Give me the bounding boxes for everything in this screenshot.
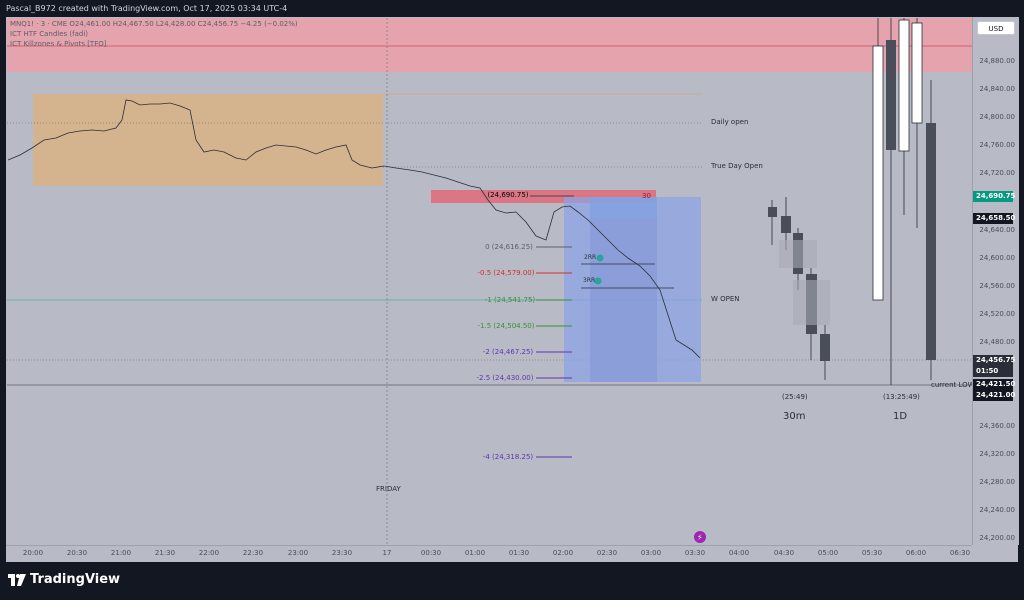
- friday-label: FRIDAY: [376, 485, 401, 493]
- chart-legend: MNQ1! · 3 · CME O24,461.00 H24,467.50 L2…: [10, 19, 298, 49]
- price-tick: 24,840.00: [979, 85, 1015, 93]
- label-1d: 1D: [893, 411, 908, 422]
- price-tick: 24,240.00: [979, 506, 1015, 514]
- w-open-label: W OPEN: [711, 295, 740, 303]
- price-tag-fvg-high: 24,690.75: [973, 191, 1015, 202]
- price-tag-low: 24,421.50: [973, 379, 1015, 390]
- header-caption: Pascal_B972 created with TradingView.com…: [6, 4, 288, 13]
- time-tick: 21:30: [154, 549, 176, 557]
- rr3-label: 3RR: [583, 277, 596, 284]
- time-axis[interactable]: 20:00 20:30 21:00 21:30 22:00 22:30 23:0…: [6, 545, 972, 563]
- fib-label-neg15: -1.5 (24,504.50): [477, 322, 535, 330]
- fib-label-neg2: -2 (24,467.25): [482, 348, 534, 356]
- premium-zone: [7, 18, 972, 72]
- price-tick: 24,800.00: [979, 113, 1015, 121]
- time-tick: 23:00: [287, 549, 309, 557]
- bar-countdown: 01:50: [973, 366, 1013, 377]
- legend-indicator-htf[interactable]: ICT HTF Candles (fadi): [10, 30, 89, 38]
- price-tag-level: 24,658.50: [973, 213, 1015, 224]
- price-tick: 24,640.00: [979, 226, 1015, 234]
- price-tick: 24,280.00: [979, 478, 1015, 486]
- current-low-label: current LOW: [931, 381, 975, 389]
- price-tick: 24,880.00: [979, 57, 1015, 65]
- fib-label-neg05: -0.5 (24,579.00): [477, 269, 535, 277]
- htf-30m-candles: [768, 197, 830, 380]
- label-30m: 30m: [783, 411, 806, 422]
- asia-session-box: [33, 94, 383, 186]
- tradingview-logo[interactable]: TradingView: [8, 572, 120, 587]
- time-tick: 20:30: [66, 549, 88, 557]
- price-axis[interactable]: 24,880.00 24,840.00 24,800.00 24,760.00 …: [972, 17, 1019, 545]
- candles-3m: [7, 99, 701, 359]
- tradingview-logo-icon: [8, 573, 26, 586]
- fvg-number: 30: [642, 192, 651, 200]
- time-tick: 01:30: [508, 549, 530, 557]
- time-tick: 23:30: [331, 549, 353, 557]
- time-tick: 21:00: [110, 549, 132, 557]
- svg-text:⚡: ⚡: [697, 533, 703, 542]
- time-tick: 05:30: [861, 549, 883, 557]
- fib-label-neg25: -2.5 (24,430.00): [476, 374, 534, 382]
- price-tick: 24,200.00: [979, 534, 1015, 542]
- true-day-open-label: True Day Open: [711, 162, 763, 170]
- price-tick: 24,520.00: [979, 310, 1015, 318]
- fib-label-0: 0 (24,616.25): [485, 243, 533, 251]
- time-tick: 05:00: [817, 549, 839, 557]
- legend-indicator-killzones[interactable]: ICT Killzones & Pivots [TFO]: [10, 40, 107, 48]
- time-tick: 00:30: [420, 549, 442, 557]
- price-tick: 24,720.00: [979, 169, 1015, 177]
- price-tick: 24,360.00: [979, 422, 1015, 430]
- time-tick: 02:00: [552, 549, 574, 557]
- rr2-label: 2RR: [584, 254, 597, 261]
- top-bar: Pascal_B972 created with TradingView.com…: [0, 0, 1024, 17]
- footer-bar: [0, 562, 1024, 600]
- time-tick: 06:30: [949, 549, 971, 557]
- timer-1d: (13:25:49): [883, 393, 920, 401]
- time-tick: 22:30: [242, 549, 264, 557]
- price-tick: 24,600.00: [979, 254, 1015, 262]
- brand-name: TradingView: [30, 572, 121, 587]
- time-tick: 04:00: [728, 549, 750, 557]
- price-tick: 24,560.00: [979, 282, 1015, 290]
- daily-open-label: Daily open: [711, 118, 749, 126]
- price-tag-last: 24,456.75: [973, 355, 1015, 366]
- price-tick: 24,320.00: [979, 450, 1015, 458]
- time-tick: 20:00: [22, 549, 44, 557]
- price-tick: 24,760.00: [979, 141, 1015, 149]
- currency-button[interactable]: USD: [977, 21, 1015, 35]
- htf-1d-candles: [872, 18, 936, 385]
- fib-label-high: (24,690.75): [487, 191, 529, 199]
- time-tick: 06:00: [905, 549, 927, 557]
- time-tick: 22:00: [198, 549, 220, 557]
- fib-label-neg1: -1 (24,541.75): [484, 296, 536, 304]
- lightning-marker: [694, 531, 706, 543]
- price-tag-low-2: 24,421.00: [973, 390, 1015, 401]
- time-tick: 17: [382, 549, 392, 557]
- time-tick: 02:30: [596, 549, 618, 557]
- timer-30m: (25:49): [782, 393, 808, 401]
- legend-symbol[interactable]: MNQ1! · 3 · CME O24,461.00 H24,467.50 L2…: [10, 20, 298, 28]
- time-tick: 01:00: [464, 549, 486, 557]
- fib-label-neg4: -4 (24,318.25): [482, 453, 534, 461]
- price-tick: 24,480.00: [979, 338, 1015, 346]
- time-tick: 03:30: [684, 549, 706, 557]
- time-tick: 04:30: [773, 549, 795, 557]
- time-tick: 03:00: [640, 549, 662, 557]
